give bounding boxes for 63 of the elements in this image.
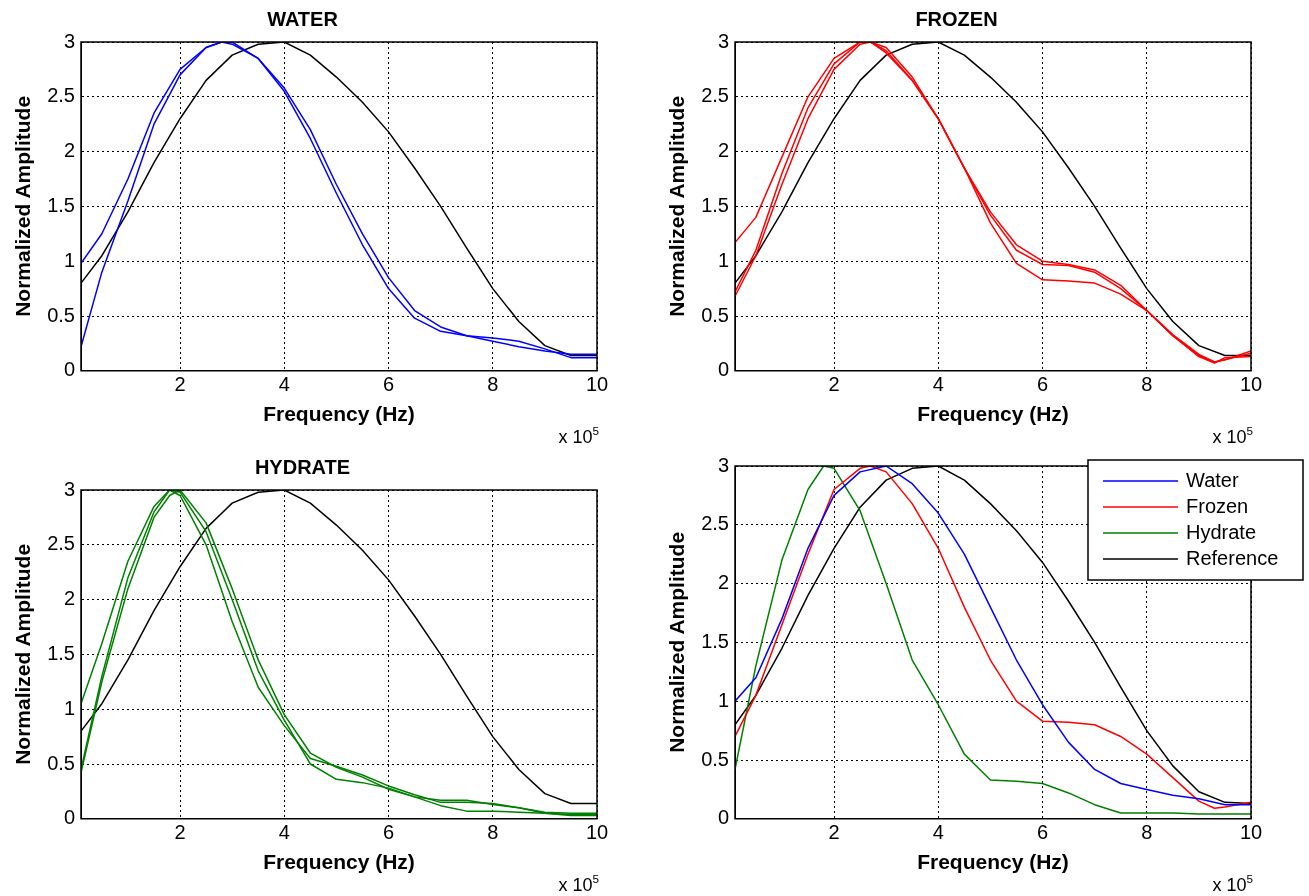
y-tick-label: 2.5 — [47, 532, 75, 555]
y-axis-title: Normalized Amplitude — [11, 95, 35, 317]
y-tick-label: 0 — [63, 806, 75, 829]
y-tick-label: 2.5 — [701, 512, 729, 535]
y-tick-label: 1.5 — [701, 629, 729, 652]
y-tick-label: 0 — [63, 358, 75, 381]
y-axis-title: Normalized Amplitude — [665, 531, 689, 753]
x-axis-title: Frequency (Hz) — [917, 402, 1069, 426]
y-tick-label: 3 — [717, 29, 729, 52]
x-tick-label: 4 — [278, 821, 290, 844]
y-tick-label: 0.5 — [47, 303, 75, 326]
x-tick-label: 6 — [1036, 373, 1049, 396]
x-tick-label: 8 — [1141, 373, 1153, 396]
y-axis-title: Normalized Amplitude — [665, 95, 689, 317]
y-tick-label: 0.5 — [701, 303, 729, 326]
y-tick-label: 1 — [717, 688, 729, 711]
x-tick-label: 8 — [1141, 821, 1153, 844]
y-tick-label: 1 — [63, 696, 75, 719]
x-tick-label: 2 — [174, 821, 186, 844]
x-tick-label: 10 — [585, 373, 609, 396]
y-tick-label: 2 — [63, 587, 75, 610]
chart-title: WATER — [267, 7, 339, 30]
y-tick-label: 2 — [717, 571, 729, 594]
y-tick-label: 0.5 — [47, 751, 75, 774]
x-tick-label: 8 — [487, 821, 499, 844]
y-tick-label: 2 — [717, 139, 729, 162]
x-axis-title: Frequency (Hz) — [263, 850, 415, 874]
y-tick-label: 0 — [717, 806, 729, 829]
x-tick-label: 2 — [828, 821, 840, 844]
y-tick-label: 3 — [63, 477, 75, 500]
x-tick-label: 8 — [487, 373, 499, 396]
y-tick-label: 1.5 — [701, 193, 729, 216]
x-tick-label: 6 — [382, 373, 395, 396]
legend-label: Frozen — [1186, 494, 1249, 517]
legend-label: Reference — [1186, 546, 1279, 569]
y-tick-label: 1.5 — [47, 193, 75, 216]
x-axis-title: Frequency (Hz) — [917, 850, 1069, 874]
x-tick-label: 2 — [828, 373, 840, 396]
chart-title: FROZEN — [915, 7, 998, 30]
legend-label: Hydrate — [1186, 520, 1257, 543]
y-tick-label: 2 — [63, 139, 75, 162]
y-tick-label: 2.5 — [47, 84, 75, 107]
y-tick-label: 1 — [717, 248, 729, 271]
y-tick-label: 3 — [717, 453, 729, 476]
x-tick-label: 10 — [1239, 373, 1263, 396]
x-tick-label: 6 — [382, 821, 395, 844]
x-tick-label: 4 — [932, 821, 944, 844]
y-axis-title: Normalized Amplitude — [11, 543, 35, 765]
y-tick-label: 3 — [63, 29, 75, 52]
legend-label: Water — [1186, 468, 1239, 491]
y-tick-label: 0.5 — [701, 747, 729, 770]
x-axis-title: Frequency (Hz) — [263, 402, 415, 426]
x-tick-label: 2 — [174, 373, 186, 396]
y-tick-label: 1.5 — [47, 641, 75, 664]
chart-title: HYDRATE — [254, 455, 351, 478]
y-tick-label: 2.5 — [701, 84, 729, 107]
x-tick-label: 10 — [1239, 821, 1263, 844]
y-tick-label: 1 — [63, 248, 75, 271]
y-tick-label: 0 — [717, 358, 729, 381]
x-tick-label: 4 — [278, 373, 290, 396]
x-tick-label: 10 — [585, 821, 609, 844]
x-tick-label: 4 — [932, 373, 944, 396]
x-tick-label: 6 — [1036, 821, 1049, 844]
